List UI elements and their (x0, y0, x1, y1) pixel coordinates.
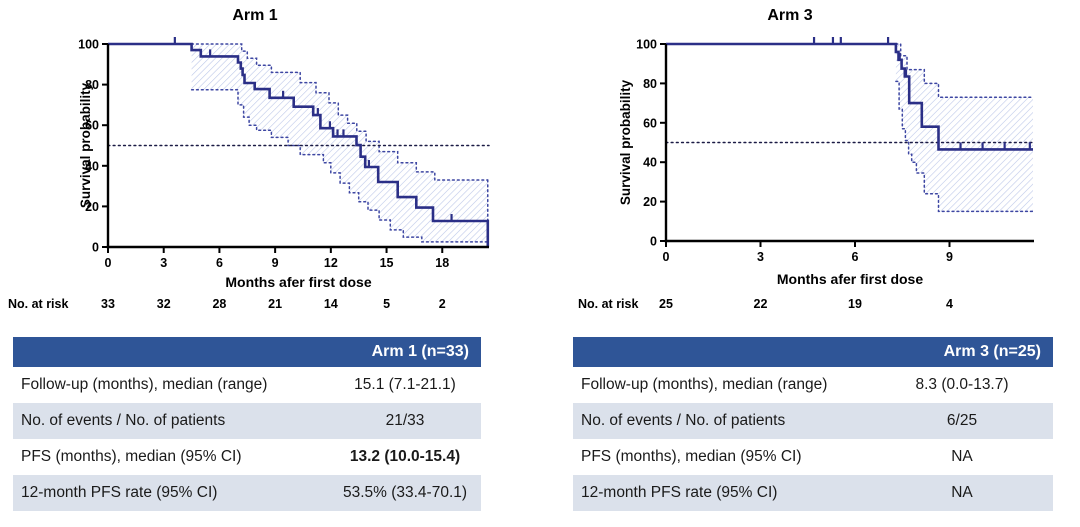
ci-lower-line (190, 88, 489, 243)
ci-lower-line (895, 80, 1034, 213)
table-row-value: NA (951, 484, 973, 501)
x-axis-label: Months afer first dose (777, 271, 923, 287)
table-row-value: NA (951, 448, 973, 465)
y-tick-label: 0 (92, 241, 99, 255)
risk-row-label: No. at risk (8, 297, 68, 311)
table-row-value: 6/25 (946, 412, 978, 429)
risk-count: 22 (754, 297, 768, 311)
x-tick-label: 3 (757, 250, 764, 264)
km-panel-arm-1: 0 20 40 60 80 100 0 3 6 9 12 15 18 Arm 1 Months afer f… (0, 0, 540, 320)
x-tick-label: 6 (216, 256, 223, 270)
risk-count: 19 (848, 297, 862, 311)
ci-band (191, 44, 488, 242)
y-tick-label: 40 (85, 159, 99, 173)
km-curve (108, 42, 490, 247)
y-tick-label: 100 (636, 38, 657, 52)
x-tick-label: 18 (435, 256, 449, 270)
y-tick-label: 20 (85, 200, 99, 214)
table-row: PFS (months), median (95% CI) 13.2 (10.0… (13, 439, 481, 475)
x-tick-label: 0 (663, 250, 670, 264)
table-row: Follow-up (months), median (range) 15.1 … (13, 367, 481, 403)
table-row: 12-month PFS rate (95% CI) NA (573, 475, 1053, 511)
risk-count: 14 (324, 297, 338, 311)
table-header-label: Arm 3 (n=25) (943, 343, 1041, 360)
table-row-value: 21/33 (385, 412, 425, 429)
risk-count: 33 (101, 297, 115, 311)
table-row-value: 8.3 (0.0-13.7) (915, 376, 1009, 393)
y-tick-label: 80 (85, 78, 99, 92)
km-chart-arm-1: 0 20 40 60 80 100 0 3 6 9 12 15 18 Arm 1 Months afer f… (8, 7, 490, 311)
x-tick-label: 0 (105, 256, 112, 270)
risk-count: 2 (439, 297, 446, 311)
km-chart-arm-3: 0 20 40 60 80 100 0 3 6 9 Arm 3 Months afer first d… (578, 7, 1035, 311)
y-tick-label: 60 (85, 119, 99, 133)
km-panel-arm-3: 0 20 40 60 80 100 0 3 6 9 Arm 3 Months afer first d… (540, 0, 1080, 320)
summary-table-arm3: Arm 3 (n=25) Follow-up (months), median … (573, 337, 1053, 511)
km-curve (666, 42, 1033, 151)
table-row-value: 15.1 (7.1-21.1) (354, 376, 456, 393)
ci-upper-line (895, 43, 1034, 98)
y-axis-label: Survival probability (618, 79, 633, 205)
table-row: Follow-up (months), median (range) 8.3 (… (573, 367, 1053, 403)
table-header-arm3: Arm 3 (n=25) (573, 337, 1053, 367)
chart-title: Arm 1 (232, 7, 277, 24)
risk-count: 32 (157, 297, 171, 311)
table-row-label: No. of events / No. of patients (581, 412, 786, 429)
summary-table-arm1: Arm 1 (n=33) Follow-up (months), median … (13, 337, 481, 511)
table-row-label: Follow-up (months), median (range) (581, 376, 828, 393)
risk-count: 28 (212, 297, 226, 311)
risk-count: 4 (946, 297, 953, 311)
chart-title: Arm 3 (767, 7, 812, 24)
y-tick-label: 40 (643, 156, 657, 170)
y-tick-label: 20 (643, 195, 657, 209)
x-tick-label: 9 (946, 250, 953, 264)
risk-row-label: No. at risk (578, 297, 638, 311)
risk-count: 5 (383, 297, 390, 311)
table-row-label: No. of events / No. of patients (21, 412, 226, 429)
table-row: No. of events / No. of patients 21/33 (13, 403, 481, 439)
table-header-arm1: Arm 1 (n=33) (13, 337, 481, 367)
y-tick-label: 100 (78, 38, 99, 52)
table-row: 12-month PFS rate (95% CI) 53.5% (33.4-7… (13, 475, 481, 511)
ci-band (895, 44, 1033, 212)
y-axis-label: Survival probability (78, 82, 93, 208)
table-header-label: Arm 1 (n=33) (371, 343, 469, 360)
table-row-label: PFS (months), median (95% CI) (581, 448, 802, 465)
x-tick-label: 3 (160, 256, 167, 270)
y-tick-label: 0 (650, 235, 657, 249)
table-row-label: PFS (months), median (95% CI) (21, 448, 242, 465)
y-tick-label: 60 (643, 116, 657, 130)
table-row-label: 12-month PFS rate (95% CI) (581, 484, 778, 501)
y-tick-label: 80 (643, 77, 657, 91)
table-row-label: Follow-up (months), median (range) (21, 376, 268, 393)
risk-count: 21 (268, 297, 282, 311)
x-tick-label: 9 (272, 256, 279, 270)
table-row: PFS (months), median (95% CI) NA (573, 439, 1053, 475)
x-axis-label: Months afer first dose (225, 274, 371, 290)
table-row: No. of events / No. of patients 6/25 (573, 403, 1053, 439)
table-row-label: 12-month PFS rate (95% CI) (21, 484, 218, 501)
table-row-value: 13.2 (10.0-15.4) (349, 448, 461, 465)
table-row-value: 53.5% (33.4-70.1) (342, 484, 468, 501)
x-tick-label: 12 (324, 256, 338, 270)
x-tick-label: 15 (380, 256, 394, 270)
risk-count: 25 (659, 297, 673, 311)
ci-upper-line (190, 43, 489, 181)
x-tick-label: 6 (852, 250, 859, 264)
